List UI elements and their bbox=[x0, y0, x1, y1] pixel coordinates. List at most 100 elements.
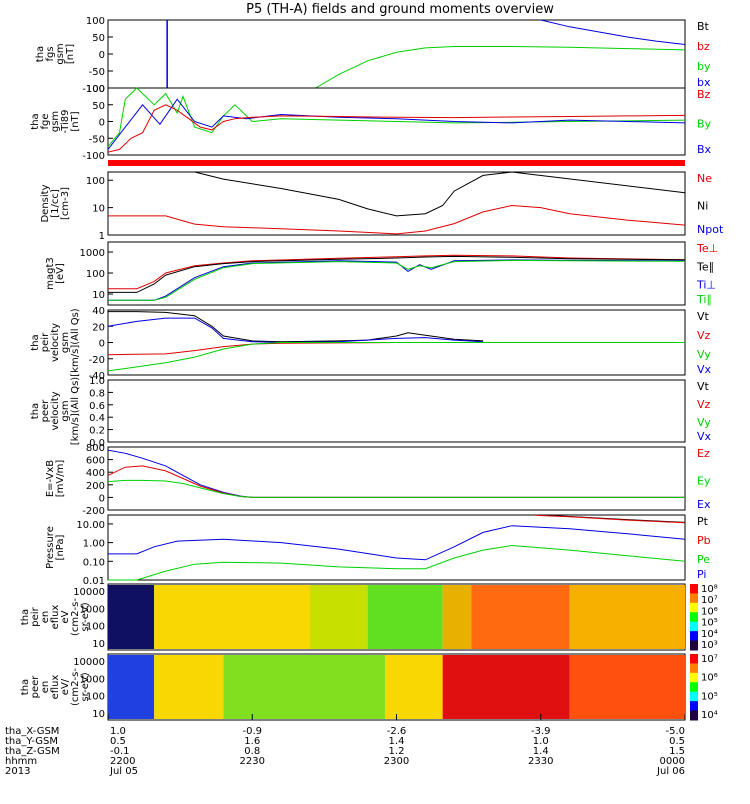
xaxis-value-3-0: -3.9 bbox=[531, 726, 551, 737]
efield-legend-1: Ey bbox=[697, 475, 711, 488]
peir-eflux-ylabel-0: tha bbox=[20, 609, 31, 625]
peer-velocity-ylabel-1: peer bbox=[40, 399, 51, 423]
peir-velocity-ylabel-2: velocity bbox=[50, 323, 61, 362]
pressure-frame bbox=[107, 514, 686, 581]
efield-tick-1: 600 bbox=[86, 456, 105, 467]
fge-legend-2: Bx bbox=[697, 143, 712, 156]
fge-tick-2: 0 bbox=[99, 118, 105, 129]
peer-eflux-tick-1: 1000 bbox=[80, 674, 105, 685]
peer-eflux-band-0 bbox=[108, 655, 155, 719]
fge-tick-4: -100 bbox=[82, 151, 105, 162]
fge-tick-0: 100 bbox=[86, 84, 105, 95]
peer-eflux-colorbar-seg-0 bbox=[690, 654, 698, 664]
peir-velocity-legend-0: Vt bbox=[697, 310, 710, 323]
efield-tick-3: 200 bbox=[86, 481, 105, 492]
peer-eflux-colorbar-seg-4 bbox=[690, 691, 698, 702]
xaxis-value-4-3: 0000 bbox=[660, 756, 685, 767]
xaxis-row-label-4: 2013 bbox=[5, 766, 30, 777]
pressure-tick-3: 0.01 bbox=[83, 576, 105, 587]
peir-eflux-ylabel-5: (cm2-s- bbox=[70, 598, 81, 636]
temperature-series-Ti⊥ bbox=[108, 259, 686, 301]
peer-eflux-colorbar-seg-1 bbox=[690, 663, 698, 674]
peir-velocity-legend-1: Vz bbox=[697, 329, 711, 342]
xaxis-value-2-0: -2.6 bbox=[387, 726, 407, 737]
fgs-series-bx bbox=[166, 19, 168, 88]
fgs-ylabel-0: tha bbox=[35, 46, 46, 62]
efield-ylabel-0: E=-VxB bbox=[45, 460, 56, 497]
efield-legend-2: Ex bbox=[697, 498, 711, 511]
peir-velocity-series-Vx bbox=[107, 317, 484, 344]
density-series-Ne bbox=[108, 204, 686, 235]
peer-velocity-legend-3: Vx bbox=[697, 430, 712, 443]
xaxis-value-1-1: 1.6 bbox=[244, 736, 260, 747]
peir-velocity-tick-3: -20 bbox=[89, 355, 105, 366]
peir-velocity-tick-1: 20 bbox=[92, 322, 105, 333]
xaxis-value-0-0: 1.0 bbox=[110, 726, 126, 737]
xaxis-row-label-0: tha_X-GSM bbox=[5, 726, 59, 737]
fgs-legend-2: by bbox=[697, 60, 711, 73]
peir-eflux-colorbar-label-0: 10⁸ bbox=[701, 584, 718, 595]
peer-velocity-ylabel-3: gsm bbox=[60, 400, 71, 421]
peir-velocity-tick-4: -40 bbox=[89, 371, 105, 382]
peer-eflux-colorbar-label-1: 10⁶ bbox=[701, 673, 718, 684]
pressure-ylabel-1: [nPa] bbox=[55, 534, 66, 560]
peir-eflux-tick-2: 100 bbox=[86, 622, 105, 633]
fge-ylabel-0: tha bbox=[30, 113, 41, 129]
peir-eflux-ylabel-4: eV bbox=[60, 610, 71, 623]
peer-eflux-colorbar-seg-3 bbox=[690, 682, 698, 693]
efield-series-Ex bbox=[107, 449, 685, 498]
peir-eflux-colorbar-seg-6 bbox=[690, 640, 698, 651]
density-legend-2: Npot bbox=[697, 223, 724, 236]
pressure-series-Pi bbox=[108, 525, 686, 561]
temperature-legend-0: Te⊥ bbox=[696, 242, 718, 255]
peir-eflux-band-5 bbox=[471, 585, 570, 649]
density-tick-1: 10 bbox=[92, 204, 105, 215]
fge-legend-1: By bbox=[697, 118, 712, 131]
peer-velocity-tick-1: 0.8 bbox=[89, 388, 105, 399]
flag-band bbox=[108, 160, 685, 166]
efield-tick-2: 400 bbox=[86, 468, 105, 479]
xaxis-value-0-2: -0.1 bbox=[110, 746, 130, 757]
peer-velocity-frame bbox=[107, 379, 686, 443]
fge-series-Bx bbox=[107, 98, 686, 150]
peir-velocity-ylabel-3: gsm bbox=[60, 332, 71, 353]
fgs-tick-4: -100 bbox=[82, 84, 105, 95]
density-legend-0: Ne bbox=[697, 172, 712, 185]
peir-eflux-tick-3: 10 bbox=[92, 639, 105, 650]
peer-eflux-ylabel-5: (cm2-s- bbox=[70, 668, 81, 706]
fgs-legend-1: bz bbox=[697, 40, 710, 53]
peir-eflux-ylabel-6: sr-eV) bbox=[80, 602, 91, 631]
peir-velocity-ylabel-0: tha bbox=[30, 334, 41, 350]
peir-eflux-band-6 bbox=[569, 585, 685, 649]
peir-eflux-colorbar-seg-1 bbox=[690, 593, 698, 604]
peir-velocity-legend-3: Vx bbox=[697, 363, 712, 376]
efield-tick-5: -200 bbox=[82, 506, 105, 517]
peer-eflux-band-2 bbox=[223, 655, 385, 719]
xaxis-value-3-3: 2330 bbox=[528, 756, 553, 767]
peer-eflux-colorbar-label-2: 10⁵ bbox=[701, 691, 718, 702]
fgs-tick-0: 100 bbox=[86, 16, 105, 27]
peer-velocity-tick-2: 0.6 bbox=[89, 401, 105, 412]
temperature-tick-0: 1000 bbox=[80, 248, 105, 259]
chart-title: P5 (TH-A) fields and ground moments over… bbox=[246, 2, 554, 17]
peir-velocity-series-Vy bbox=[107, 342, 685, 372]
density-tick-2: 1 bbox=[99, 231, 105, 242]
xaxis-value-0-3: 2200 bbox=[110, 756, 135, 767]
density-tick-0: 100 bbox=[86, 176, 105, 187]
xaxis-value-4-0: -5.0 bbox=[665, 726, 685, 737]
xaxis-row-label-2: tha_Z-GSM bbox=[5, 746, 60, 757]
density-series-Ni bbox=[194, 171, 686, 217]
peer-velocity-ylabel-0: tha bbox=[30, 403, 41, 419]
peir-eflux-band-3 bbox=[367, 585, 443, 649]
pressure-tick-1: 1.00 bbox=[83, 539, 105, 550]
peir-velocity-tick-0: 40 bbox=[92, 306, 105, 317]
peer-eflux-ylabel-2: en bbox=[40, 681, 51, 694]
peer-velocity-legend-1: Vz bbox=[697, 398, 711, 411]
temperature-series-Te∥ bbox=[108, 255, 686, 293]
temperature-series-Te⊥ bbox=[108, 254, 686, 290]
xaxis-value-4-1: 0.5 bbox=[669, 736, 685, 747]
xaxis-value-2-2: 1.2 bbox=[389, 746, 405, 757]
temperature-tick-1: 100 bbox=[86, 269, 105, 280]
fgs-frame bbox=[107, 19, 686, 89]
